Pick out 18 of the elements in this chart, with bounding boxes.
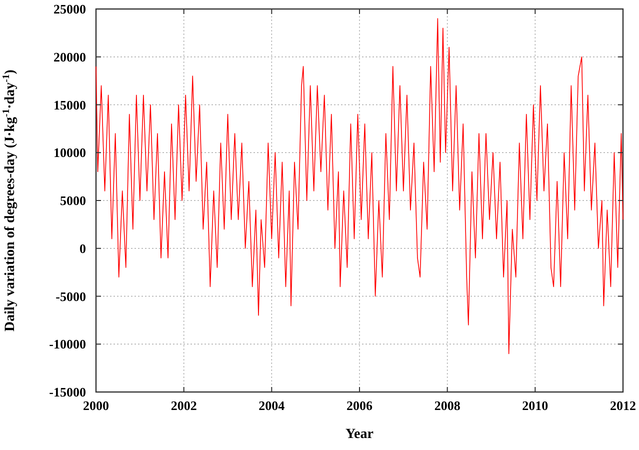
y-tick-label: 25000 (54, 2, 86, 17)
y-tick-label: 10000 (54, 145, 86, 160)
y-tick-label: -5000 (56, 288, 86, 304)
x-axis-title: Year (346, 427, 374, 442)
x-tick-label: 2004 (258, 398, 286, 413)
y-tick-label: -10000 (49, 336, 86, 352)
line-series (96, 18, 624, 354)
x-tick-label: 2010 (522, 398, 548, 413)
x-tick-label: 2008 (434, 398, 461, 413)
x-tick-label: 2000 (83, 398, 109, 413)
y-tick-label: 15000 (54, 97, 86, 112)
y-tick-label: 0 (80, 240, 86, 256)
y-tick-label: -15000 (49, 384, 86, 400)
x-tick-label: 2006 (346, 398, 373, 413)
x-tick-label: 2012 (610, 398, 636, 413)
x-tick-label: 2002 (170, 398, 197, 413)
y-tick-label: 5000 (60, 193, 86, 208)
y-tick-label: 20000 (54, 49, 86, 64)
